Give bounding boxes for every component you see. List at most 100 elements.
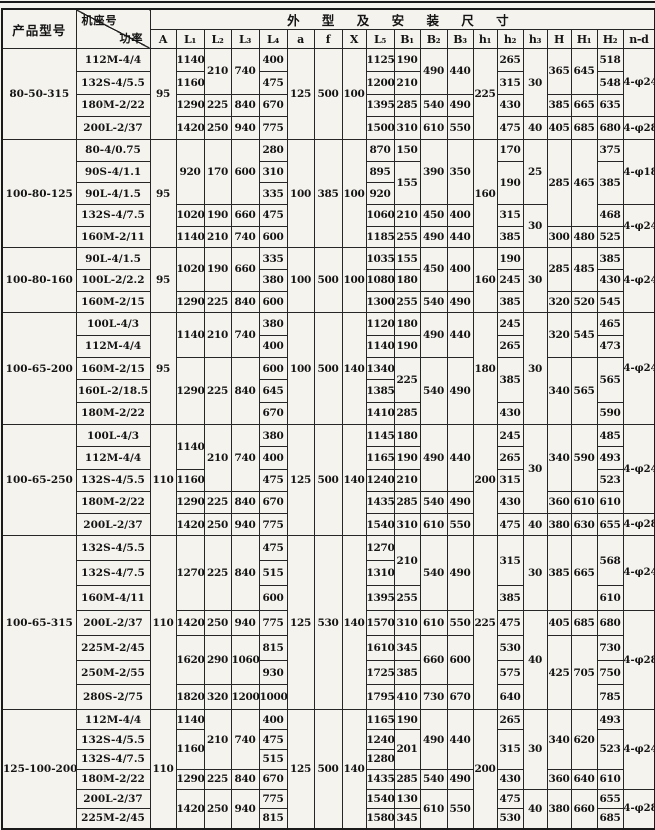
frame-power-cell: 180M-2/22 (75, 93, 151, 118)
dim-cell: 280 (258, 139, 288, 162)
table-row: 112M-4/4 400 1140 190 265 473 (2, 334, 655, 359)
frame-power-cell: 132S-4/7.5 (75, 748, 151, 770)
table-row: 112M-4/4 400 1165 190 265 493 (2, 446, 655, 470)
dim-cell: 385 (596, 160, 624, 205)
dim-cell: 705 (570, 634, 598, 711)
dim-cell: 4-φ24 (622, 47, 655, 118)
dim-cell: 385 (496, 290, 524, 314)
dim-cell: 285 (393, 401, 421, 426)
dim-cell: 25 (522, 139, 548, 205)
dim-cell: 740 (230, 424, 260, 492)
dim-cell: 1280 (365, 748, 395, 770)
dim-cell: 640 (496, 684, 524, 711)
dim-cell: 265 (496, 334, 524, 359)
dim-cell: 405 (546, 116, 572, 141)
dim-cell: 320 (203, 684, 232, 711)
dim-cell: 225 (203, 290, 232, 314)
table-row: 200L-2/37 1420 250 940 775 1570 310 610 550 475 40… (2, 609, 655, 711)
dim-cell: 670 (258, 490, 288, 514)
dim-cell: 640 (570, 768, 598, 790)
table-row: 132S-4/5.5 1160 475 1200 210 315 548 (2, 70, 655, 95)
dim-cell: 1240 (365, 729, 395, 750)
dim-cell: 245 (496, 312, 524, 336)
dim-cell: 670 (446, 684, 474, 711)
product-model-cell: 100-65-250 (1, 424, 77, 537)
dim-cell: 380 (258, 312, 288, 336)
dim-cell: 345 (393, 634, 421, 661)
dim-cell: 468 (596, 203, 624, 227)
table-row: 100-80-160 90L-4/1.5 95 1020 190 660 335 100 500… (1, 247, 655, 314)
frame-power-cell: 100L-4/3 (75, 424, 151, 448)
dim-cell: 490 (446, 490, 474, 514)
dim-cell: 225 (472, 47, 498, 141)
dim-cell: 565 (570, 356, 598, 426)
dim-cell: 545 (596, 290, 624, 314)
dim-cell: 475 (258, 729, 288, 750)
dim-cell: 430 (496, 93, 524, 118)
dim-cell: 670 (258, 401, 288, 426)
dim-cell: 210 (393, 203, 421, 227)
dim-cell: 4-φ24 (622, 247, 655, 314)
dim-cell: 440 (446, 312, 474, 358)
frame-power-cell: 132S-4/5.5 (75, 535, 151, 561)
dim-cell: 1200 (365, 70, 395, 95)
dim-cell: 385 (546, 93, 572, 118)
dim-cell: 190 (203, 247, 232, 292)
dim-cell: 740 (230, 312, 260, 358)
dim-cell: 320 (546, 290, 572, 314)
table-row: 180M-2/22 1290 225 840 670 1435 285 540 490 430 36… (2, 768, 655, 790)
dim-cell: 610 (596, 490, 624, 514)
dim-cell: 1540 (365, 512, 395, 537)
dim-cell: 815 (258, 634, 288, 661)
dim-cell: 940 (230, 609, 260, 636)
dim-cell: 450 (419, 247, 448, 292)
dim-cell: 190 (393, 446, 421, 470)
table-row: 80-50-315 112M-4/4 95 1140 210 740 400 125 500 10… (1, 47, 655, 141)
dim-cell: 4-φ28 (622, 609, 655, 711)
dim-cell: 310 (258, 160, 288, 184)
dim-cell: 40 (522, 609, 548, 711)
dim-cell: 4-φ24 (622, 709, 655, 790)
dim-cell: 490 (446, 356, 474, 426)
dim-cell: 400 (446, 247, 474, 292)
frame-power-cell: 200L-2/37 (75, 512, 151, 537)
table-row: 160L-2/18.5 645 1385 (2, 379, 655, 403)
dim-cell: 1420 (175, 512, 205, 537)
dim-cell: 1080 (365, 268, 395, 292)
dim-cell: 170 (496, 139, 524, 162)
dim-cell: 285 (546, 139, 572, 227)
table-row: 132S-4/5.5 1160 475 1240 210 315 523 (2, 468, 655, 492)
dim-cell: 500 (313, 312, 343, 426)
table-row: 132S-4/7.5 1020 190 660 475 1060 210 450 400 315 3… (2, 203, 655, 249)
table-row: 200L-2/37 1420 250 940 775 1540 130 610 550 475 40… (2, 788, 655, 830)
power-label: 功率 (119, 32, 144, 45)
dim-cell: 540 (419, 490, 448, 514)
table-row: 90S-4/1.1 310 895 155 190 385 (2, 160, 655, 205)
dim-cell: 100 (286, 312, 315, 426)
dim-cell: 660 (230, 247, 260, 292)
dim-cell: 600 (230, 139, 260, 205)
dim-cell: 475 (258, 468, 288, 492)
dim-cell: 785 (596, 684, 624, 711)
dim-cell: 665 (570, 93, 598, 118)
dim-cell: 475 (496, 512, 524, 537)
dim-cell: 490 (446, 768, 474, 790)
dim-cell: 550 (446, 609, 474, 636)
dim-cell: 385 (596, 247, 624, 270)
dim-cell: 190 (203, 203, 232, 227)
dim-cell: 540 (419, 356, 448, 426)
dim-cell: 315 (496, 729, 524, 770)
product-model-header: 产品型号 (1, 8, 77, 49)
dim-cell: 365 (546, 48, 572, 95)
dim-cell: 1420 (175, 116, 205, 141)
dim-cell: 430 (496, 490, 524, 514)
dim-cell: 155 (393, 160, 421, 205)
frame-power-cell: 112M-4/4 (75, 48, 151, 72)
dim-cell: 530 (313, 535, 343, 711)
product-model-cell: 100-65-315 (1, 535, 77, 711)
table-row: 90L-4/1.5 335 920 (2, 182, 655, 205)
dim-cell: 250 (203, 116, 232, 141)
dim-cell: 425 (546, 634, 572, 711)
dim-cell: 490 (446, 290, 474, 314)
table-row: 125-100-200 112M-4/4 110 1140 210 740 400 125 50… (1, 709, 655, 830)
